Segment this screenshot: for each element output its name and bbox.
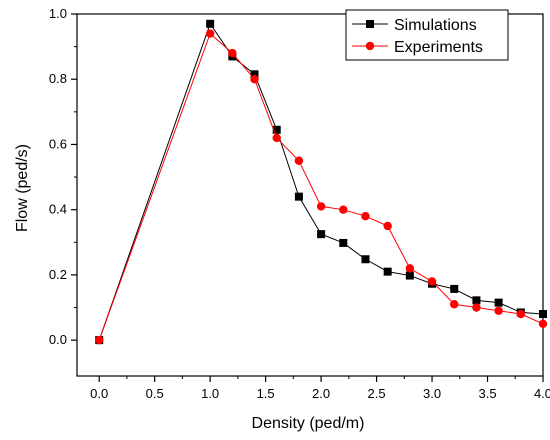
data-point-simulations xyxy=(450,284,459,293)
legend-marker xyxy=(366,20,374,28)
data-point-simulations xyxy=(250,70,259,79)
legend-box xyxy=(345,9,509,61)
data-point-experiments xyxy=(250,75,259,84)
data-point-experiments xyxy=(516,309,526,319)
legend: Simulations Experiments xyxy=(345,9,509,61)
data-point-experiments xyxy=(405,264,415,273)
x-tick-label: 0.0 xyxy=(90,386,108,401)
data-point-experiments xyxy=(339,205,348,214)
legend-label: Simulations xyxy=(394,17,477,34)
data-point-simulations xyxy=(361,255,370,264)
y-axis-title: Flow (ped/s) xyxy=(14,144,31,232)
data-point-simulations xyxy=(472,296,481,305)
series-layer xyxy=(94,19,548,345)
x-tick-label: 1.5 xyxy=(257,386,275,401)
legend-marker xyxy=(365,41,375,51)
data-point-experiments xyxy=(361,211,370,221)
x-tick-label: 2.5 xyxy=(368,386,386,401)
x-tick-label: 1.0 xyxy=(201,386,219,401)
series-line-experiments xyxy=(98,32,544,341)
data-point-experiments xyxy=(427,277,437,286)
data-point-experiments xyxy=(538,319,548,329)
axes: 0.0 0.5 1.0 1.5 2.0 2.5 3.0 3.5 4.0 0.0 0.2 0.4 0.6 0… xyxy=(49,6,550,401)
y-tick-label: 1.0 xyxy=(49,6,67,21)
x-tick-label: 0.5 xyxy=(146,386,164,401)
data-point-simulations xyxy=(383,267,392,276)
data-point-experiments xyxy=(494,306,503,315)
y-tick-label: 0.0 xyxy=(49,332,67,347)
data-point-experiments xyxy=(450,300,459,309)
data-point-experiments xyxy=(94,335,104,345)
data-point-simulations xyxy=(539,310,547,319)
x-tick-label: 3.0 xyxy=(423,386,441,401)
data-point-simulations xyxy=(339,238,348,247)
x-tick-label: 3.5 xyxy=(478,386,496,401)
x-axis-title: Density (ped/m) xyxy=(252,415,365,432)
data-point-simulations xyxy=(272,125,281,134)
data-point-simulations xyxy=(405,271,414,280)
data-point-experiments xyxy=(294,156,304,165)
data-point-experiments xyxy=(205,29,215,38)
data-point-experiments xyxy=(383,221,392,231)
y-tick-label: 0.4 xyxy=(49,202,67,217)
data-point-simulations xyxy=(294,192,303,201)
data-point-experiments xyxy=(472,303,481,312)
data-point-experiments xyxy=(228,48,237,58)
data-point-simulations xyxy=(317,230,326,239)
data-point-experiments xyxy=(272,133,281,143)
plot-frame xyxy=(76,13,544,377)
y-tick-label: 0.2 xyxy=(49,267,67,282)
x-tick-label: 4.0 xyxy=(534,386,550,401)
series-line-simulations xyxy=(98,22,544,341)
y-tick-label: 0.8 xyxy=(49,71,67,86)
data-point-simulations xyxy=(494,298,503,307)
y-tick-label: 0.6 xyxy=(49,136,67,151)
legend-label: Experiments xyxy=(394,39,483,56)
data-point-simulations xyxy=(206,19,215,28)
x-tick-label: 2.0 xyxy=(312,386,330,401)
data-point-experiments xyxy=(316,202,326,211)
